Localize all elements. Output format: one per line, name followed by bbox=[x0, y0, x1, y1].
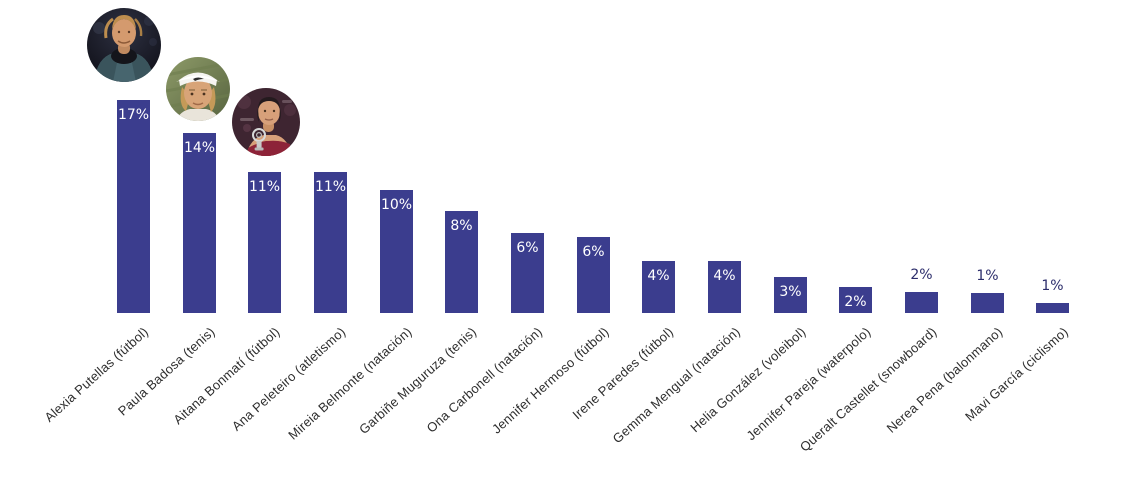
bar-value-label: 1% bbox=[976, 268, 999, 284]
bar-value-label: 1% bbox=[1041, 278, 1064, 294]
bar-value-label: 8% bbox=[450, 218, 473, 234]
category-label: Garbiñe Muguruza (tenis) bbox=[356, 324, 480, 437]
category-label: Queralt Castellet (snowboard) bbox=[796, 324, 940, 455]
category-label: Helia González (voleibol) bbox=[687, 324, 809, 436]
bar bbox=[708, 261, 741, 313]
bar-value-label: 6% bbox=[582, 244, 605, 260]
avatar-aitana-bonmati bbox=[232, 88, 300, 156]
bar bbox=[445, 211, 478, 313]
category-label: Jennifer Hermoso (fútbol) bbox=[488, 324, 612, 437]
category-label: Aitana Bonmatí (fútbol) bbox=[170, 324, 283, 428]
bar bbox=[905, 292, 938, 313]
bar-value-label: 11% bbox=[248, 179, 281, 195]
bar bbox=[314, 172, 347, 313]
bar bbox=[183, 133, 216, 313]
bar bbox=[380, 190, 413, 313]
avatar-alexia-putellas bbox=[87, 8, 161, 82]
bar bbox=[1036, 303, 1069, 313]
athlete-photo-icon bbox=[166, 57, 230, 121]
bar-value-label: 11% bbox=[314, 179, 347, 195]
bar bbox=[577, 237, 610, 313]
bar-value-label: 4% bbox=[713, 268, 736, 284]
bar-value-label: 2% bbox=[844, 294, 867, 310]
category-label: Alexia Putellas (fútbol) bbox=[41, 324, 152, 425]
bar-value-label: 3% bbox=[779, 284, 802, 300]
bar bbox=[511, 233, 544, 313]
bar bbox=[117, 100, 150, 313]
bar-value-label: 2% bbox=[910, 267, 933, 283]
category-label: Mireia Belmonte (natación) bbox=[285, 324, 415, 443]
bar bbox=[774, 277, 807, 313]
avatar-paula-badosa bbox=[166, 57, 230, 121]
bar bbox=[971, 293, 1004, 313]
category-label: Jennifer Pareja (waterpolo) bbox=[743, 324, 874, 444]
category-label: Ona Carbonell (natación) bbox=[423, 324, 546, 436]
bar bbox=[642, 261, 675, 313]
bar-value-label: 17% bbox=[117, 107, 150, 123]
athlete-photo-icon bbox=[232, 88, 300, 156]
bar bbox=[839, 287, 872, 313]
category-label: Ana Peleteiro (atletismo) bbox=[229, 324, 349, 434]
bar bbox=[248, 172, 281, 313]
bar-value-label: 14% bbox=[183, 140, 216, 156]
category-label: Nerea Pena (balonmano) bbox=[883, 324, 1006, 436]
bar-value-label: 4% bbox=[647, 268, 670, 284]
bar-value-label: 10% bbox=[380, 197, 413, 213]
category-label: Gemma Mengual (natación) bbox=[609, 324, 743, 447]
bar-value-label: 6% bbox=[516, 240, 539, 256]
athlete-photo-icon bbox=[87, 8, 161, 82]
